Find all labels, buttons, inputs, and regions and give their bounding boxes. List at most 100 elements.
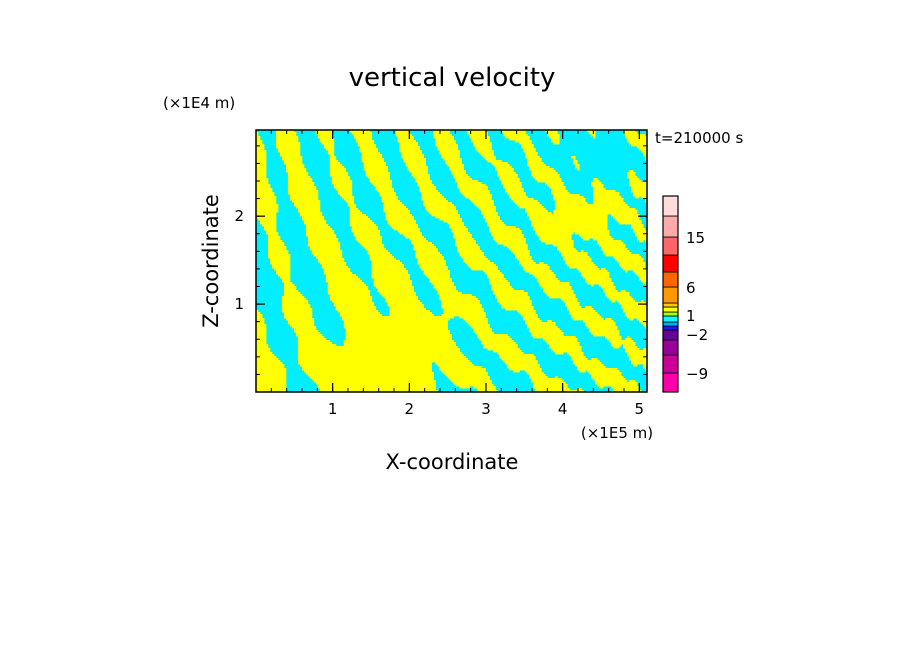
field-cell-positive: [273, 268, 291, 271]
field-cell-positive: [489, 230, 522, 233]
field-cell-positive: [593, 196, 622, 199]
field-cell-positive: [427, 276, 450, 279]
field-cell-positive: [285, 164, 305, 167]
field-cell-positive: [381, 200, 401, 203]
field-cell-positive: [645, 198, 647, 201]
field-cell-positive: [256, 206, 279, 209]
field-cell-positive: [531, 170, 556, 173]
field-cell-positive: [275, 136, 299, 139]
field-cell-positive: [629, 358, 647, 361]
field-cell-positive: [619, 264, 646, 267]
field-cell-positive: [621, 266, 646, 269]
field-cell-positive: [569, 312, 598, 315]
field-cell-positive: [421, 196, 444, 199]
field-cell-positive: [363, 166, 389, 169]
field-cell-positive: [281, 300, 309, 303]
field-cell-positive: [256, 132, 259, 135]
field-cell-positive: [361, 160, 385, 163]
field-cell-positive: [297, 354, 464, 357]
field-cell-positive: [485, 220, 502, 223]
field-cell-positive: [533, 382, 566, 385]
field-cell-positive: [361, 152, 381, 155]
field-cell-positive: [549, 136, 560, 139]
field-cell-positive: [497, 300, 532, 303]
field-cell-positive: [256, 150, 267, 153]
field-cell-positive: [256, 368, 287, 371]
field-cell-positive: [495, 296, 530, 299]
colorbar-segment: [662, 372, 679, 393]
field-cell-positive: [525, 322, 556, 325]
field-cell-positive: [347, 204, 357, 207]
field-cell-positive: [321, 266, 349, 269]
field-cell-positive: [256, 148, 265, 151]
field-cell-positive: [383, 202, 403, 205]
field-cell-positive: [457, 186, 488, 189]
field-cell-positive: [547, 134, 560, 137]
field-cell-positive: [449, 378, 490, 381]
field-cell-positive: [363, 162, 387, 165]
field-cell-positive: [599, 386, 604, 389]
field-cell-positive: [333, 304, 375, 307]
field-cell-positive: [417, 184, 434, 187]
field-cell-positive: [643, 154, 647, 157]
field-cell-positive: [359, 242, 383, 245]
field-cell-positive: [631, 224, 644, 227]
field-cell-positive: [451, 172, 466, 175]
field-cell-positive: [359, 150, 379, 153]
field-cell-positive: [377, 290, 414, 293]
field-cell-positive: [627, 354, 647, 357]
field-cell-positive: [633, 364, 638, 367]
field-cell-positive: [627, 138, 647, 141]
field-cell-positive: [449, 168, 464, 171]
field-cell-positive: [515, 202, 540, 205]
field-cell-positive: [275, 140, 299, 143]
field-cell-positive: [347, 202, 355, 205]
field-cell-positive: [425, 274, 450, 277]
field-cell-positive: [337, 310, 379, 313]
field-cell-positive: [256, 156, 267, 159]
field-cell-positive: [447, 376, 490, 379]
field-cell-positive: [256, 216, 277, 219]
field-cell-positive: [583, 238, 590, 241]
field-cell-positive: [481, 340, 514, 343]
field-cell-positive: [373, 282, 412, 285]
field-cell-positive: [299, 214, 323, 217]
field-cell-positive: [497, 298, 530, 301]
field-cell-positive: [265, 230, 277, 233]
field-cell-positive: [259, 222, 277, 225]
field-cell-positive: [307, 244, 341, 247]
field-cell-positive: [439, 294, 472, 297]
field-cell-positive: [633, 228, 646, 231]
field-cell-positive: [501, 182, 522, 185]
field-cell-positive: [256, 312, 261, 315]
field-cell-positive: [539, 282, 570, 285]
field-cell-positive: [297, 358, 468, 361]
field-cell-positive: [463, 194, 492, 197]
field-cell-positive: [455, 178, 472, 181]
field-cell-positive: [501, 130, 526, 133]
field-cell-positive: [643, 324, 647, 327]
field-cell-positive: [453, 234, 472, 237]
field-cell-positive: [451, 228, 468, 231]
field-cell-positive: [527, 158, 542, 161]
field-cell-positive: [256, 336, 267, 339]
field-cell-positive: [275, 138, 299, 141]
x-tick-label: 2: [405, 400, 415, 418]
field-cell-positive: [423, 270, 450, 273]
field-cell-positive: [635, 234, 647, 237]
field-cell-positive: [387, 220, 416, 223]
field-cell-positive: [371, 268, 407, 271]
field-cell-positive: [283, 284, 295, 287]
field-cell-positive: [525, 370, 542, 373]
field-cell-positive: [553, 198, 586, 201]
field-cell-positive: [349, 224, 377, 227]
field-cell-positive: [419, 190, 438, 193]
field-cell-positive: [609, 340, 634, 343]
field-cell-positive: [445, 374, 488, 377]
field-cell-positive: [331, 176, 351, 179]
field-cell-positive: [325, 280, 363, 283]
field-cell-positive: [311, 252, 343, 255]
field-cell-positive: [489, 228, 520, 231]
field-cell-positive: [487, 276, 504, 279]
field-cell-positive: [545, 242, 574, 245]
